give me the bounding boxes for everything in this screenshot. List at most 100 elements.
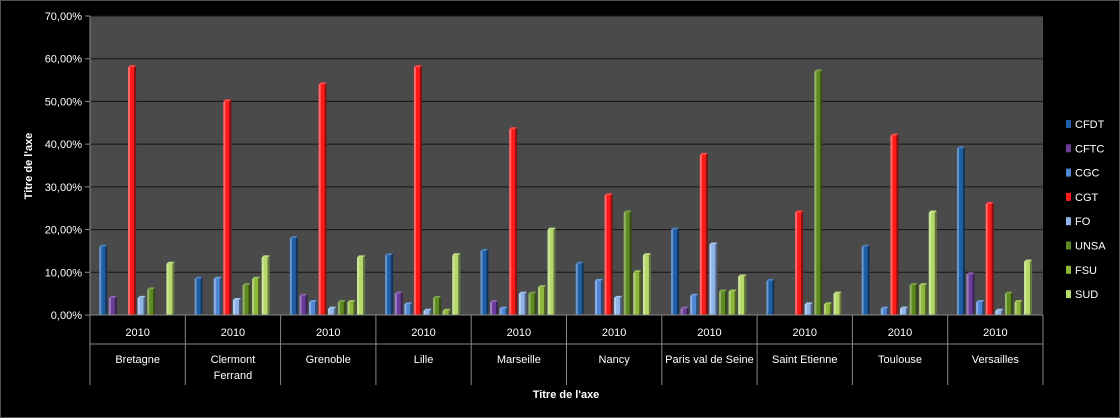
- bar: [890, 133, 899, 315]
- bar-top: [213, 276, 222, 279]
- bar-front: [538, 287, 545, 315]
- bar-front: [795, 212, 802, 315]
- bar-top: [995, 308, 1004, 311]
- bar: [509, 127, 518, 315]
- legend-swatch: [1066, 217, 1071, 226]
- bar-top: [232, 298, 241, 301]
- bar-front: [213, 278, 220, 315]
- bar-side: [686, 306, 689, 315]
- bar-top: [194, 276, 203, 279]
- bar-top: [318, 82, 327, 85]
- bar: [795, 210, 804, 315]
- bar-top: [671, 227, 680, 230]
- bar-front: [804, 304, 811, 315]
- bar: [299, 293, 308, 315]
- bar-side: [734, 289, 737, 315]
- bar-front: [242, 285, 249, 315]
- bars: [99, 65, 1033, 316]
- bar-front: [956, 148, 963, 315]
- bar-front: [433, 297, 440, 315]
- legend-item: UNSA: [1066, 241, 1106, 253]
- bar-side: [391, 253, 394, 315]
- bar-front: [909, 285, 916, 315]
- bar-front: [147, 289, 154, 315]
- legend-item: CFTC: [1066, 143, 1104, 155]
- bar-top: [147, 287, 156, 290]
- bar-top: [108, 295, 117, 298]
- bar: [766, 278, 775, 315]
- bar-highlight: [166, 263, 169, 315]
- y-tick-label: 10,00%: [45, 267, 83, 279]
- bar-side: [553, 227, 556, 315]
- bar: [1014, 300, 1023, 315]
- bar: [385, 253, 394, 315]
- bar-top: [261, 255, 270, 258]
- bar-top: [499, 306, 508, 309]
- bar-highlight: [404, 304, 407, 315]
- bar-side: [419, 65, 422, 315]
- bar-top: [823, 302, 832, 305]
- bar-front: [1004, 293, 1011, 315]
- bar-top: [137, 295, 146, 298]
- legend-label: CGT: [1075, 192, 1099, 204]
- bar-side: [200, 276, 203, 315]
- category-year-label: 2010: [793, 327, 817, 339]
- bar-front: [680, 308, 687, 315]
- y-tick-label: 50,00%: [45, 96, 83, 108]
- bar-highlight: [261, 257, 264, 315]
- bar-top: [699, 152, 708, 155]
- bar-front: [633, 272, 640, 315]
- bar-top: [423, 308, 432, 311]
- bar-side: [114, 295, 117, 315]
- legend-label: CFTC: [1075, 143, 1104, 155]
- bar: [547, 227, 556, 315]
- bar-top: [509, 127, 518, 130]
- bar-side: [324, 82, 327, 315]
- bar-top: [804, 302, 813, 305]
- bar-highlight: [671, 229, 674, 315]
- bar-highlight: [385, 255, 388, 315]
- legend-swatch: [1066, 290, 1071, 299]
- bar-front: [833, 293, 840, 315]
- bar: [575, 261, 584, 315]
- category-label: Bretagne: [115, 354, 160, 366]
- bar-top: [1014, 300, 1023, 303]
- bar-highlight: [442, 310, 445, 315]
- legend-item: CGC: [1066, 168, 1100, 180]
- bar: [699, 152, 708, 315]
- bar-highlight: [328, 308, 331, 315]
- category-year-label: 2010: [888, 327, 912, 339]
- x-axis-title: Titre de l'axe: [533, 389, 600, 401]
- bar-highlight: [347, 302, 350, 315]
- bar: [289, 236, 298, 315]
- bar-side: [229, 99, 232, 315]
- bar-highlight: [976, 302, 979, 315]
- bar-front: [252, 278, 259, 315]
- bar-front: [108, 297, 115, 315]
- bar-front: [404, 304, 411, 315]
- bar: [337, 300, 346, 315]
- bar-highlight: [833, 293, 836, 315]
- bar-side: [496, 300, 499, 315]
- bar: [128, 65, 137, 315]
- bar-side: [248, 283, 251, 315]
- bar-top: [728, 289, 737, 292]
- bar-side: [610, 193, 613, 315]
- legend-item: SUD: [1066, 289, 1098, 301]
- category-year-label: 2010: [411, 327, 435, 339]
- bar-side: [1020, 300, 1023, 315]
- plot-area: [90, 16, 1043, 315]
- bar-front: [528, 293, 535, 315]
- bar-highlight: [880, 308, 883, 315]
- legend-swatch: [1066, 265, 1071, 274]
- bar-front: [518, 293, 525, 315]
- bar-highlight: [861, 246, 864, 315]
- bar-front: [99, 246, 106, 315]
- bar-side: [1001, 308, 1004, 315]
- bar-top: [966, 272, 975, 275]
- bar-highlight: [147, 289, 150, 315]
- bar-top: [480, 248, 489, 251]
- bar-front: [490, 302, 497, 315]
- y-tick-label: 70,00%: [45, 11, 83, 23]
